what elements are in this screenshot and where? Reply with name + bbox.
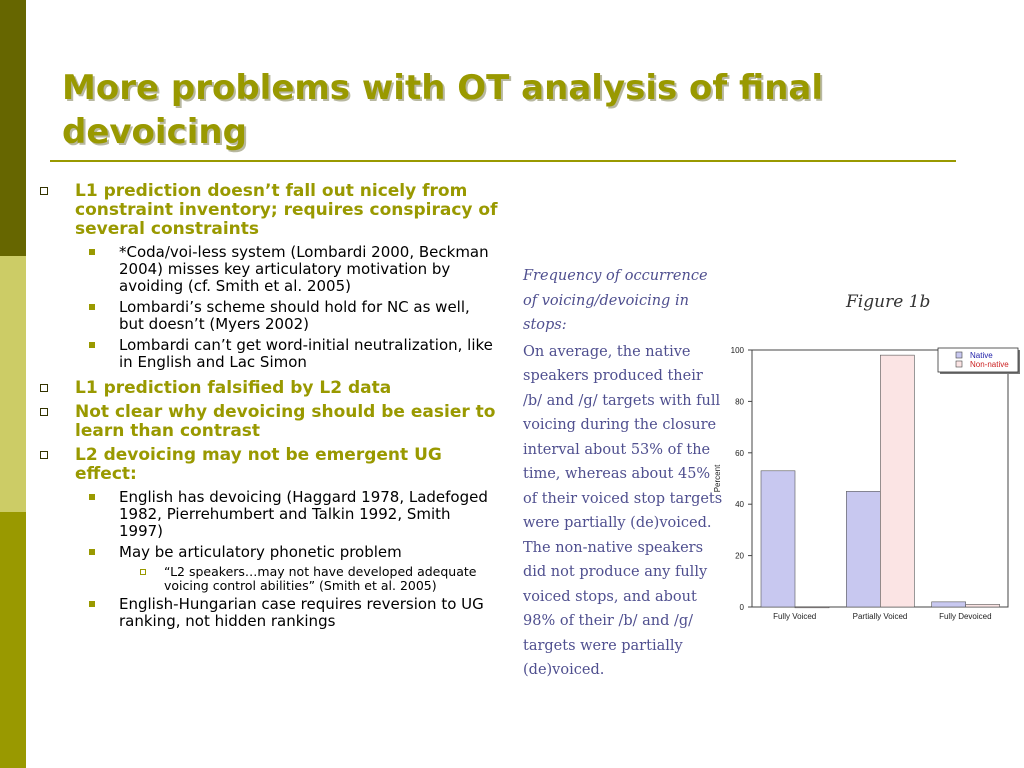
y-tick-label: 80 [735,397,744,406]
bullet-marker-icon [40,187,48,195]
bullet-level-2: *Coda/voi-less system (Lombardi 2000, Be… [36,244,498,295]
bullet-text: English-Hungarian case requires reversio… [119,595,484,630]
bullet-text: L2 devoicing may not be emergent UG effe… [75,445,442,484]
x-tick-label: Fully Voiced [773,612,816,621]
bullet-marker-icon [89,304,95,310]
legend-swatch [955,351,963,359]
bullet-marker-icon [89,601,95,607]
bullet-marker-icon [40,384,48,392]
bar-non-native [880,354,915,608]
legend-label: Native [970,351,993,360]
bar-non-native [965,604,1000,608]
bullet-marker-icon [89,494,95,500]
bullet-level-2: English-Hungarian case requires reversio… [36,596,498,630]
title-divider [50,160,956,162]
bar-native [931,601,966,608]
bullet-level-2: Lombardi can’t get word-initial neutrali… [36,337,498,371]
bullet-text: *Coda/voi-less system (Lombardi 2000, Be… [119,243,489,295]
bullet-text: Lombardi’s scheme should hold for NC as … [119,298,470,333]
bullet-level-2: May be articulatory phonetic problem [36,544,498,561]
y-tick-label: 100 [731,346,745,355]
side-band-middle [0,256,26,512]
side-band-top [0,0,26,256]
x-tick-label: Fully Devoiced [939,612,991,621]
bullet-marker-icon [89,249,95,255]
bar-non-native [794,606,830,609]
bullet-level-3: “L2 speakers…may not have developed adeq… [36,565,498,592]
bullet-level-1: L1 prediction falsified by L2 data [36,379,498,398]
bullet-level-1: L2 devoicing may not be emergent UG effe… [36,446,498,484]
bullet-marker-icon [89,342,95,348]
bullet-text: L1 prediction doesn’t fall out nicely fr… [75,181,498,239]
figure-caption: Frequency of occurrence of voicing/devoi… [523,264,723,683]
bar-native [846,491,881,608]
legend-swatch [955,360,963,368]
y-tick-label: 0 [740,603,745,612]
bar-chart: 0 20 40 60 80 100 Percent Fully Voiced Partially… [713,346,1020,621]
x-tick-label: Partially Voiced [853,612,908,621]
y-tick-label: 40 [735,500,744,509]
bullet-text: L1 prediction falsified by L2 data [75,378,392,398]
bullet-level-2: English has devoicing (Haggard 1978, Lad… [36,489,498,540]
bullet-list: L1 prediction doesn’t fall out nicely fr… [36,182,498,634]
bullet-marker-icon [89,549,95,555]
bullet-level-1: L1 prediction doesn’t fall out nicely fr… [36,182,498,239]
bullet-text: Lombardi can’t get word-initial neutrali… [119,336,493,371]
bullet-level-2: Lombardi’s scheme should hold for NC as … [36,299,498,333]
bullet-marker-icon [40,451,48,459]
bullet-text: “L2 speakers…may not have developed adeq… [164,564,477,593]
figure-caption-heading: Frequency of occurrence of voicing/devoi… [523,268,708,333]
side-band-bottom [0,512,26,768]
bullet-text: English has devoicing (Haggard 1978, Lad… [119,488,488,540]
bullet-level-1: Not clear why devoicing should be easier… [36,403,498,441]
bullet-text: May be articulatory phonetic problem [119,543,402,561]
figure-label: Figure 1b [846,292,931,312]
y-tick-label: 60 [735,449,744,458]
legend-label: Non-native [970,360,1009,369]
figure-caption-body: On average, the native speakers produced… [523,343,723,679]
bullet-marker-icon [40,408,48,416]
y-tick-label: 20 [735,552,744,561]
legend-box [937,347,1019,373]
bullet-marker-icon [140,569,146,575]
bullet-text: Not clear why devoicing should be easier… [75,402,496,441]
slide-title: More problems with OT analysis of final … [62,68,824,152]
y-axis-label: Percent [713,464,722,492]
bar-native [760,470,796,608]
